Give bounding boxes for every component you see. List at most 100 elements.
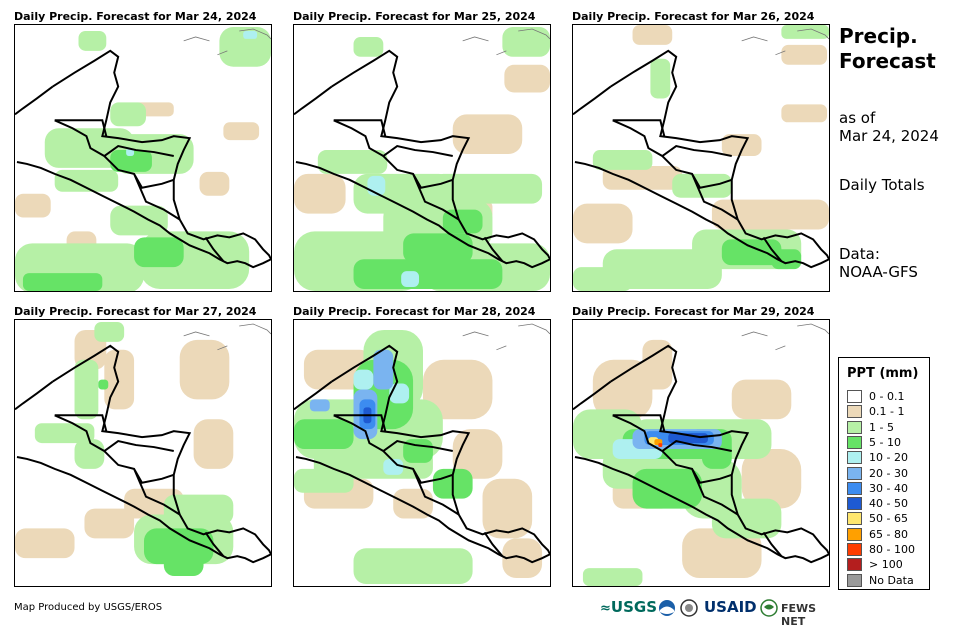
totals-label: Daily Totals xyxy=(839,176,925,194)
precip-map xyxy=(572,319,830,587)
as-of-date: as of Mar 24, 2024 xyxy=(839,109,939,145)
legend-label: 30 - 40 xyxy=(869,481,908,495)
data-source-label: Data: xyxy=(839,245,880,263)
precip-area xyxy=(15,528,75,559)
precip-area xyxy=(353,369,374,390)
precip-area xyxy=(582,568,643,586)
precip-area xyxy=(353,259,503,289)
precip-area xyxy=(781,44,828,65)
legend-swatch xyxy=(847,451,862,465)
caribbean-islands xyxy=(462,28,550,56)
precip-area xyxy=(294,419,354,450)
precip-area xyxy=(353,548,473,584)
legend-title: PPT (mm) xyxy=(847,366,919,381)
coastline xyxy=(574,49,829,269)
map-canvas xyxy=(15,27,271,291)
legend-label: 0.1 - 1 xyxy=(869,405,905,419)
precip-area xyxy=(642,339,673,390)
legend-label: 50 - 65 xyxy=(869,512,908,526)
precip-map xyxy=(293,24,551,292)
data-source: Data: NOAA-GFS xyxy=(839,245,918,281)
country-borders xyxy=(294,380,504,557)
coastline xyxy=(295,344,550,564)
map-canvas xyxy=(294,27,550,291)
precip-area xyxy=(219,27,271,67)
precip-area xyxy=(502,27,550,57)
legend-label: > 100 xyxy=(869,558,903,572)
logo-strip: ≈USGS USAID FEWS NET xyxy=(600,598,840,628)
precip-area xyxy=(223,122,260,141)
precip-map xyxy=(572,24,830,292)
precip-area xyxy=(432,173,543,204)
precip-area xyxy=(294,173,346,214)
page-title-line1: Precip. xyxy=(839,24,918,48)
country-borders xyxy=(294,85,504,262)
coastline xyxy=(16,344,271,564)
data-source-value: NOAA-GFS xyxy=(839,263,918,281)
precip-area xyxy=(243,30,258,39)
legend-label: 40 - 50 xyxy=(869,497,908,511)
legend-swatch xyxy=(847,573,862,587)
precip-area xyxy=(193,419,234,469)
precip-area xyxy=(573,203,633,244)
map-canvas xyxy=(573,25,829,291)
precip-area xyxy=(84,508,135,539)
precip-area xyxy=(741,449,802,509)
legend-swatch xyxy=(847,481,862,495)
usaid-logo: USAID xyxy=(704,598,757,616)
precip-area xyxy=(134,237,184,268)
precip-area xyxy=(110,150,152,172)
precip-area xyxy=(592,359,653,420)
country-borders xyxy=(573,380,783,557)
caribbean-islands xyxy=(183,323,271,351)
precip-area xyxy=(781,25,829,39)
precip-area xyxy=(682,528,762,579)
legend-label: 10 - 20 xyxy=(869,451,908,465)
legend-swatch xyxy=(847,558,862,572)
map-credit: Map Produced by USGS/EROS xyxy=(14,602,163,613)
precip-area xyxy=(711,199,829,230)
precip-area xyxy=(422,359,493,420)
precip-area xyxy=(294,468,354,493)
precip-area xyxy=(401,271,420,287)
as-of-value: Mar 24, 2024 xyxy=(839,127,939,145)
precip-area xyxy=(592,150,653,170)
legend-swatch xyxy=(847,420,862,434)
precip-area xyxy=(650,58,671,99)
precip-area xyxy=(110,205,168,236)
panel-title: Daily Precip. Forecast for Mar 25, 2024 xyxy=(293,10,536,23)
precip-area xyxy=(658,443,663,448)
legend-swatch xyxy=(847,405,862,419)
precip-area xyxy=(15,193,51,218)
precip-map xyxy=(14,24,272,292)
legend-swatch xyxy=(847,543,862,556)
country-borders xyxy=(15,85,225,262)
country-borders xyxy=(15,380,225,557)
fews-net-logo: FEWS NET xyxy=(781,602,817,628)
map-canvas xyxy=(15,322,271,577)
precip-area xyxy=(94,322,125,342)
noaa-logo xyxy=(658,599,676,621)
precip-area xyxy=(573,267,633,291)
seal-logo xyxy=(680,599,698,621)
legend-label: No Data xyxy=(869,573,914,587)
precip-area xyxy=(504,64,550,93)
precip-area xyxy=(602,249,722,289)
caribbean-islands xyxy=(741,28,829,56)
precip-map xyxy=(293,319,551,587)
legend-label: 1 - 5 xyxy=(869,420,894,434)
precip-area xyxy=(54,169,119,192)
precip-area xyxy=(98,379,109,390)
legend-swatch xyxy=(847,512,862,526)
map-canvas xyxy=(573,323,829,586)
panel-title: Daily Precip. Forecast for Mar 26, 2024 xyxy=(572,10,815,23)
precip-area xyxy=(22,273,103,291)
legend-swatch xyxy=(847,497,862,511)
page-title-line2: Forecast xyxy=(839,49,936,73)
precip-area xyxy=(393,488,433,519)
legend-label: 20 - 30 xyxy=(869,466,908,480)
precip-area xyxy=(632,468,702,509)
page-title: Precip. Forecast xyxy=(839,24,936,74)
legend-label: 80 - 100 xyxy=(869,543,915,556)
